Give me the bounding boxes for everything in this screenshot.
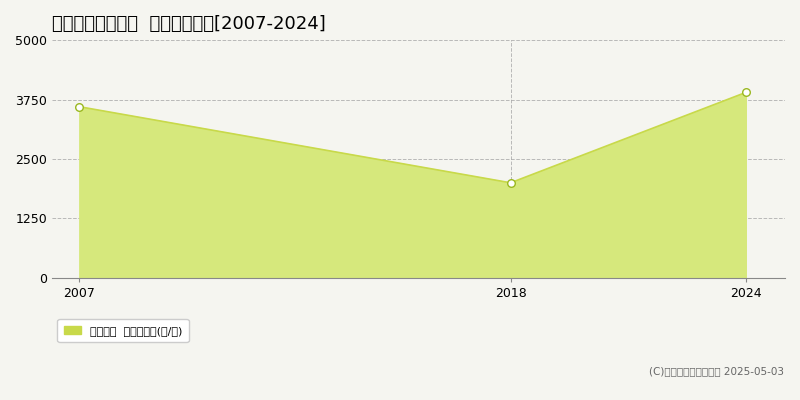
Point (739, 89, 752, 96)
Point (504, 180, 517, 186)
Point (73, 104, 86, 110)
Text: 多気郡大台町佐原  林地価格推移[2007-2024]: 多気郡大台町佐原 林地価格推移[2007-2024] (52, 15, 326, 33)
Text: (C)土地価格ドットコム 2025-05-03: (C)土地価格ドットコム 2025-05-03 (649, 366, 784, 376)
Legend: 林地価格  平均坪単価(円/坪): 林地価格 平均坪単価(円/坪) (58, 319, 189, 342)
